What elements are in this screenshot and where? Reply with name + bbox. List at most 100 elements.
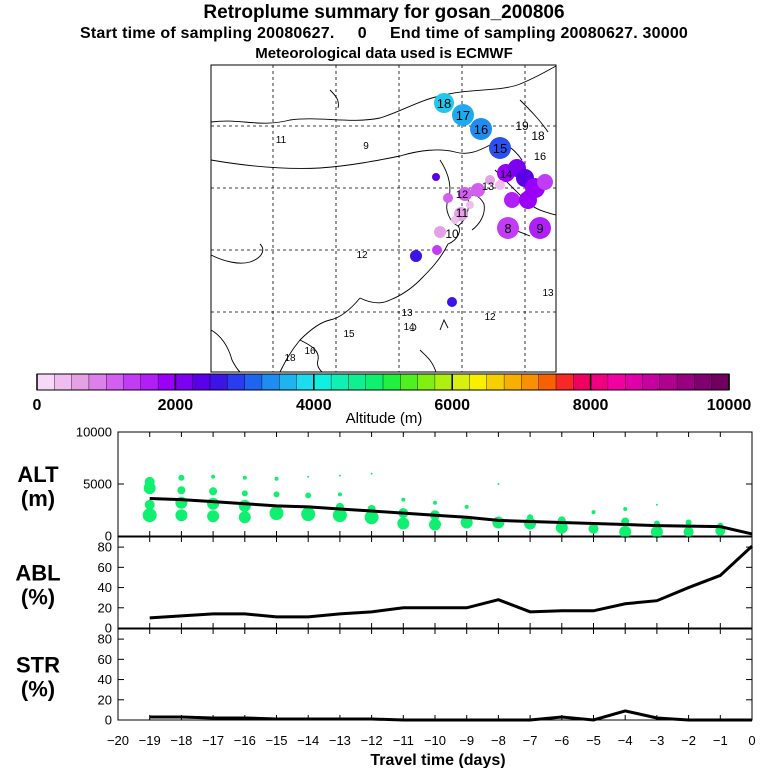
x-tick-label: −15 [265,733,287,748]
map-frame [210,64,557,373]
x-tick-label: 0 [748,733,755,748]
plume-dot [443,193,453,203]
plume-label: 15 [493,141,507,156]
altitude-point [623,506,628,511]
plume-dot [432,245,442,255]
colorbar-cell [607,373,626,391]
plume-label: 16 [304,346,316,357]
plume-label: 15 [343,329,355,340]
altitude-point [591,510,596,515]
x-tick-label: −12 [361,733,383,748]
plume-dot [495,180,505,190]
plume-label: 13 [482,181,494,193]
plume-dot [485,175,495,185]
plume-dot [458,187,472,201]
plume-dot [489,137,511,159]
plume-dot [434,93,454,113]
plume-label: 10 [445,227,459,241]
colorbar-cell [400,373,419,391]
altitude-point [274,476,279,481]
altitude-point [242,475,247,480]
altitude-point [619,525,632,538]
panel-label: ABL [15,561,60,586]
colorbar-cell [244,373,263,391]
colorbar-cell [503,373,523,391]
colorbar-tick-label: 8000 [573,397,609,414]
altitude-point [144,499,155,510]
plume-dot [497,217,519,239]
plume-dot [452,104,474,126]
colorbar-cell [538,373,557,391]
y-tick-label: 60 [98,652,112,667]
y-tick-label: 10000 [76,425,112,440]
altitude-point [650,525,663,538]
series-line [149,709,752,722]
panel-alt: 0 5000 10000 ALT(m) [17,425,753,544]
altitude-point [209,487,218,496]
y-tick-label: 0 [105,713,112,728]
x-tick-label: −4 [618,733,633,748]
altitude-point [364,510,379,525]
colorbar-cell [175,373,194,391]
altitude-point [211,474,216,479]
y-tick-label: 20 [98,600,112,615]
altitude-point [683,526,694,537]
altitude-point [142,508,157,523]
x-tick-label: −19 [139,733,161,748]
altitude-point [492,516,505,529]
plume-label: 18 [284,353,296,364]
plume-label: 14 [500,169,512,181]
plume-dot [504,192,520,208]
plume-label: 18 [531,129,545,143]
plume-label: 12 [456,189,468,201]
altitude-point [332,508,347,523]
altitude-point [655,503,658,506]
altitude-point [238,511,251,524]
panel-label: ALT [17,462,59,487]
plume-label: 11 [276,135,287,146]
colorbar-cell [590,373,609,391]
x-tick-label: −5 [586,733,601,748]
x-tick-label: −11 [393,733,414,748]
plume-label: 13 [401,308,413,319]
altitude-point [273,491,280,498]
colorbar-cell [296,373,315,391]
colorbar-cell [521,373,540,391]
colorbar-cell [140,373,159,391]
colorbar-cell [123,373,142,391]
colorbar-cell [659,373,678,391]
colorbar-cell [227,373,246,391]
altitude-point [307,475,310,478]
plume-label: 16 [534,151,546,163]
colorbar-cell [642,373,661,391]
y-tick-label: 20 [98,692,112,707]
y-tick-label: 80 [98,540,112,555]
plume-dot [434,226,446,238]
plume-label: 18 [437,96,451,111]
altitude-point [397,517,410,530]
panel-frame [117,628,753,721]
x-tick-label: −10 [424,733,446,748]
colorbar-cell [88,373,107,391]
x-tick-label: −7 [523,733,538,748]
altitude-point [401,497,406,502]
altitude-point [497,483,500,485]
plume-dot [466,201,474,209]
altitude-point [555,521,568,534]
plume-dot [519,191,537,209]
altitude-point [433,500,437,505]
colorbar-cell [573,373,592,391]
colorbar-cell [209,373,228,391]
altitude-point [685,519,692,526]
colorbar-cell [71,373,90,391]
altitude-point [429,518,441,531]
x-tick-label: −1 [713,733,728,748]
plume-label: 9 [363,141,369,152]
colorbar-cell [279,373,298,391]
mean-altitude-line [149,497,753,536]
x-tick-label: −2 [681,733,696,748]
altitude-point [338,474,341,477]
